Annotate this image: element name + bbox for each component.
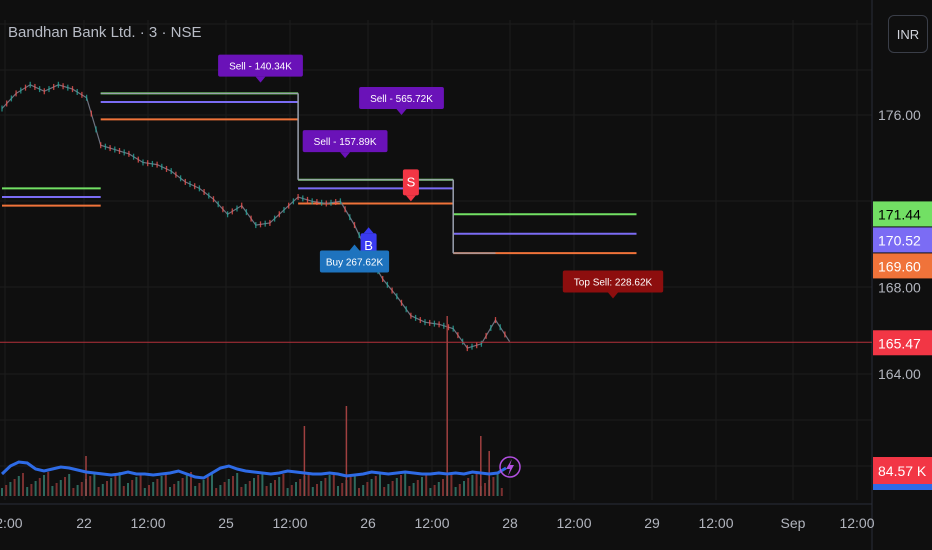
price-axis-badge-text: 171.44 bbox=[878, 206, 921, 222]
signal-label-text: Sell - 565.72K bbox=[370, 94, 433, 105]
lightning-icon-ring bbox=[499, 456, 521, 478]
price-axis-badge-violet bbox=[873, 227, 932, 253]
signal-label-text: Top Sell: 228.62K bbox=[574, 277, 653, 288]
volume-ma-line bbox=[0, 460, 507, 480]
x-tick-label: 12:00 bbox=[556, 515, 591, 531]
signal-label: Sell - 565.72K bbox=[359, 87, 444, 115]
signal-label-box bbox=[402, 169, 419, 196]
volume-axis-badge-bottom bbox=[873, 484, 932, 490]
symbol-title[interactable]: Bandhan Bank Ltd. · 3 · NSE bbox=[8, 24, 202, 41]
signal-arrow bbox=[255, 76, 266, 83]
signal-arrow bbox=[349, 244, 360, 251]
volume-axis-badge bbox=[873, 457, 932, 484]
signal-arrow bbox=[363, 227, 374, 234]
y-tick-label: 164.00 bbox=[878, 366, 921, 382]
x-tick-label: 12:00 bbox=[414, 515, 449, 531]
signal-label-text: B bbox=[364, 238, 373, 253]
signal-label-text: Sell - 157.89K bbox=[314, 137, 377, 148]
x-tick-label: 12:00 bbox=[0, 515, 23, 531]
signal-label-text: Sell - 140.34K bbox=[229, 62, 292, 73]
signal-label-box bbox=[319, 250, 390, 273]
lightning-icon bbox=[499, 456, 521, 478]
signal-label: Buy 267.62K bbox=[319, 244, 390, 273]
signal-label-box bbox=[359, 87, 444, 109]
x-tick-label: 12:00 bbox=[698, 515, 733, 531]
signal-arrow bbox=[340, 152, 351, 159]
y-tick-label: 168.00 bbox=[878, 280, 921, 296]
currency-button[interactable]: INR bbox=[888, 15, 928, 53]
lightning-icon-bolt bbox=[506, 459, 514, 476]
price-axis-badge-text: 169.60 bbox=[878, 258, 921, 274]
x-tick-label: 25 bbox=[218, 515, 234, 531]
signal-label-text: S bbox=[407, 174, 416, 189]
x-tick-label: Sep bbox=[781, 515, 806, 531]
signal-label: Sell - 140.34K bbox=[218, 54, 303, 83]
price-axis-badge-orange bbox=[873, 253, 932, 279]
signal-label-text: Buy 267.62K bbox=[326, 258, 384, 269]
signal-arrow bbox=[396, 109, 407, 115]
signal-label-box bbox=[302, 130, 388, 153]
signal-label: Sell - 157.89K bbox=[302, 130, 388, 159]
x-tick-label: 12:00 bbox=[130, 515, 165, 531]
price-axis-badge-text: 165.47 bbox=[878, 335, 921, 351]
price-axis-badge-text: 170.52 bbox=[878, 232, 921, 248]
volume-axis-badge-text: 84.57 K bbox=[878, 463, 927, 479]
x-tick-label: 12:00 bbox=[839, 515, 874, 531]
signal-arrow bbox=[405, 195, 416, 202]
signal-label: S bbox=[402, 169, 419, 202]
price-axis-badge-green bbox=[873, 201, 932, 227]
signal-label-box bbox=[218, 54, 303, 77]
price-axis-badge-red bbox=[873, 330, 932, 356]
x-tick-label: 26 bbox=[360, 515, 376, 531]
signal-arrow bbox=[608, 292, 618, 299]
signal-label-box bbox=[562, 270, 664, 293]
signal-label: Top Sell: 228.62K bbox=[562, 270, 664, 299]
y-tick-label: 176.00 bbox=[878, 107, 921, 123]
x-tick-label: 12:00 bbox=[272, 515, 307, 531]
x-tick-label: 28 bbox=[502, 515, 518, 531]
x-tick-label: 22 bbox=[76, 515, 92, 531]
x-tick-label: 29 bbox=[644, 515, 660, 531]
